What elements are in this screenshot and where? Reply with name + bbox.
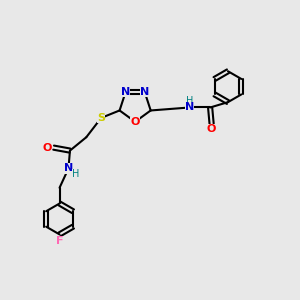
Text: N: N: [64, 164, 73, 173]
Text: O: O: [130, 117, 140, 127]
Text: N: N: [121, 87, 130, 97]
Text: F: F: [56, 236, 63, 246]
Text: O: O: [207, 124, 216, 134]
Text: S: S: [97, 113, 105, 123]
Text: O: O: [43, 142, 52, 153]
Text: H: H: [72, 169, 80, 179]
Text: N: N: [140, 87, 149, 97]
Text: N: N: [185, 103, 194, 112]
Text: H: H: [186, 96, 193, 106]
